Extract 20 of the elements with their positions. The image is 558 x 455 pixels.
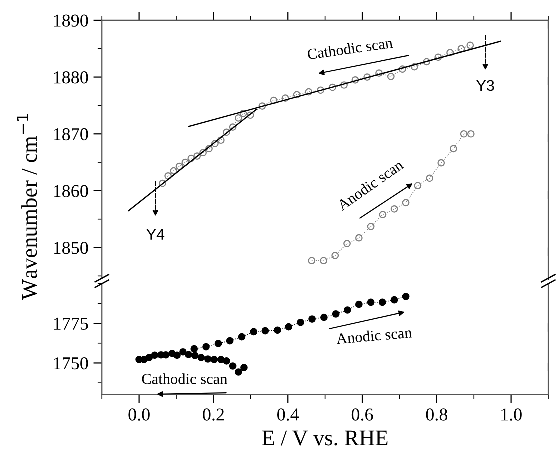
y-tick-label: 1750 bbox=[54, 357, 88, 370]
x-tick-label: 0.8 bbox=[426, 408, 448, 421]
x-axis-title: E / V vs. RHE bbox=[262, 430, 388, 446]
y-tick-label: 1870 bbox=[54, 128, 88, 141]
y-tick-label: 1850 bbox=[54, 242, 88, 254]
y-tick-label: 1860 bbox=[54, 185, 88, 198]
annotation: Y4 bbox=[146, 229, 165, 240]
annotation: Cathodic scan bbox=[307, 37, 394, 60]
x-tick-label: 1.0 bbox=[502, 408, 522, 421]
x-tick-label: 0.6 bbox=[352, 408, 374, 421]
y-tick-label: 1890 bbox=[54, 14, 88, 27]
x-tick-label: 0.0 bbox=[128, 408, 150, 421]
annotation: Cathodic scan bbox=[142, 374, 228, 384]
x-tick-label: 0.4 bbox=[278, 408, 300, 421]
y-axis-title: Wavenumber / cm$^{−1}$ bbox=[17, 114, 38, 300]
y-tick-label: 1880 bbox=[54, 72, 88, 84]
annotation: Y3 bbox=[476, 80, 494, 92]
annotation: Anodic scan bbox=[336, 327, 412, 344]
x-tick-label: 0.2 bbox=[203, 408, 224, 421]
y-tick-label: 1775 bbox=[54, 318, 88, 330]
